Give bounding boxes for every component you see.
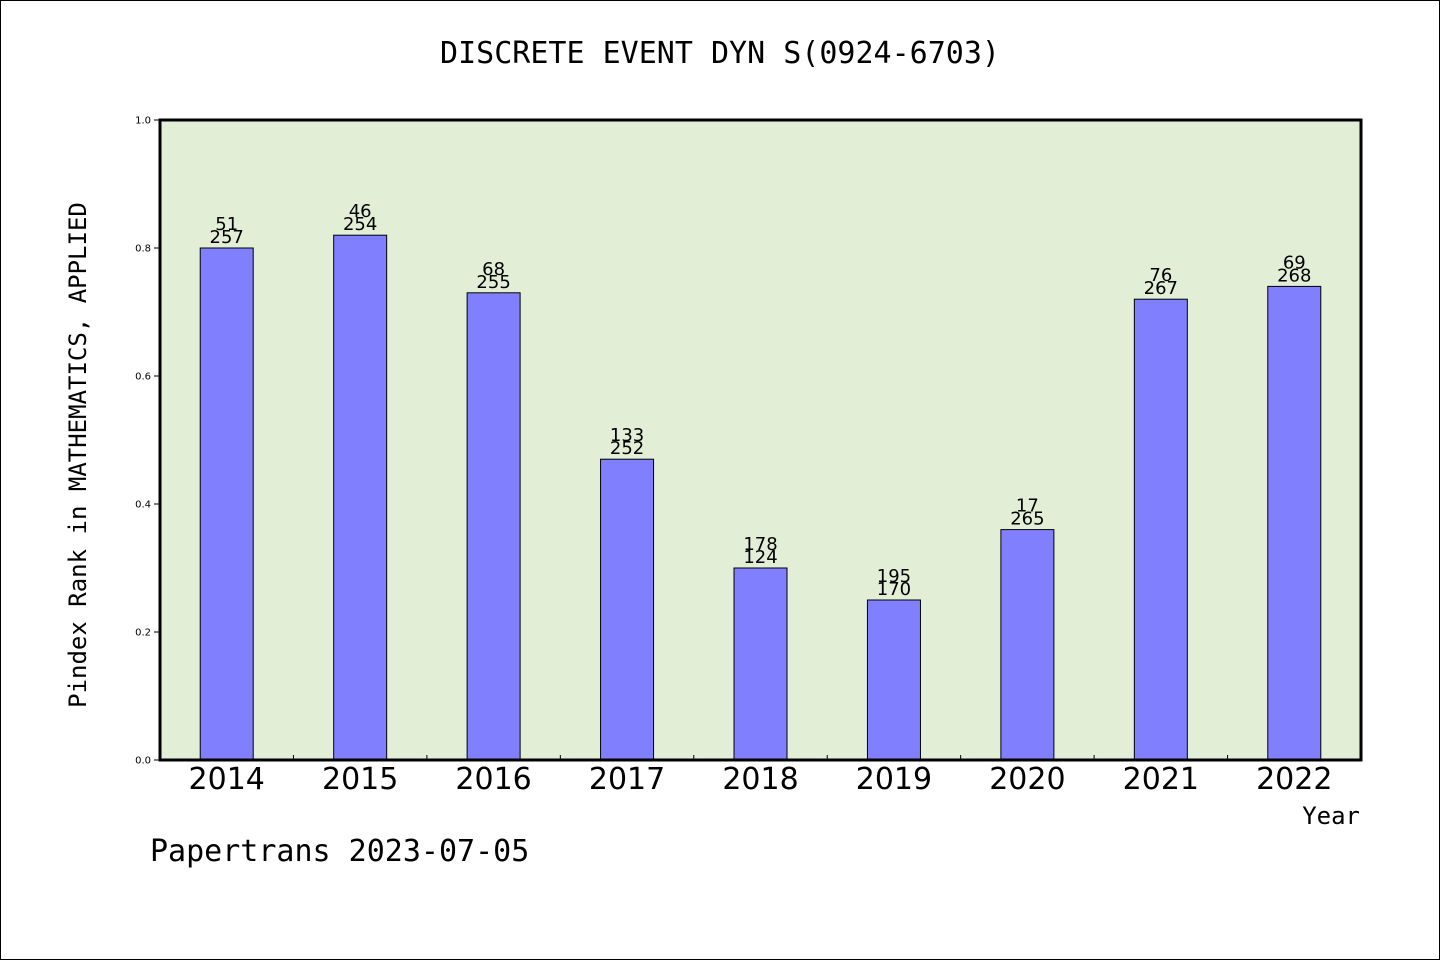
bar-rank-label: 76 bbox=[1149, 265, 1172, 286]
chart-title: DISCRETE EVENT DYN S(0924-6703) bbox=[440, 36, 1000, 71]
bar-total-label: 124 bbox=[743, 547, 777, 568]
x-tick-label: 2014 bbox=[189, 762, 265, 797]
x-tick-label: 2017 bbox=[589, 762, 665, 797]
x-tick-label: 2019 bbox=[856, 762, 932, 797]
bar bbox=[1267, 285, 1322, 761]
bar bbox=[199, 247, 254, 761]
bar bbox=[333, 234, 388, 761]
y-tick-label: 1.0 bbox=[135, 116, 151, 127]
bar-rank-label: 133 bbox=[610, 425, 644, 446]
x-tick-label: 2021 bbox=[1123, 762, 1199, 797]
bar-total-label: 170 bbox=[877, 579, 911, 600]
x-tick-label: 2016 bbox=[455, 762, 531, 797]
x-tick-label: 2015 bbox=[322, 762, 398, 797]
bar-rank-label: 195 bbox=[877, 566, 911, 587]
bar-total-label: 255 bbox=[476, 272, 510, 293]
x-tick-label: 2020 bbox=[989, 762, 1065, 797]
bar bbox=[1000, 529, 1055, 761]
y-tick-label: 0.2 bbox=[135, 628, 151, 639]
bar-rank-label: 69 bbox=[1283, 252, 1306, 273]
footer-text: Papertrans 2023-07-05 bbox=[150, 834, 530, 869]
bar bbox=[466, 292, 521, 761]
x-tick-label: 2022 bbox=[1256, 762, 1332, 797]
bar-total-label: 265 bbox=[1010, 509, 1044, 530]
bar bbox=[866, 599, 921, 761]
bar-rank-label: 51 bbox=[215, 214, 238, 235]
bar-total-label: 268 bbox=[1277, 265, 1311, 286]
plot-border bbox=[158, 118, 1363, 762]
y-tick-label: 0.6 bbox=[135, 372, 151, 383]
bar bbox=[1133, 298, 1188, 761]
y-tick-label: 0.8 bbox=[135, 244, 151, 255]
bar-rank-label: 17 bbox=[1016, 496, 1039, 517]
bar-rank-label: 68 bbox=[482, 259, 505, 280]
bar-total-label: 252 bbox=[610, 438, 644, 459]
bar-total-label: 267 bbox=[1144, 278, 1178, 299]
bar-rank-label: 178 bbox=[743, 534, 777, 555]
x-axis-label: Year bbox=[1302, 802, 1360, 830]
bar-rank-label: 46 bbox=[349, 201, 372, 222]
y-tick-label: 0.0 bbox=[135, 756, 151, 767]
bar-total-label: 257 bbox=[210, 227, 244, 248]
bar-total-label: 254 bbox=[343, 214, 377, 235]
bar bbox=[600, 458, 655, 761]
bar bbox=[733, 567, 788, 761]
x-tick-label: 2018 bbox=[722, 762, 798, 797]
y-tick-label: 0.4 bbox=[135, 500, 151, 511]
